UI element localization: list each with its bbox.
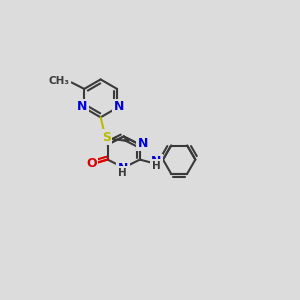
Text: N: N xyxy=(118,162,128,175)
Text: O: O xyxy=(86,157,97,169)
Text: N: N xyxy=(77,100,88,113)
Text: H: H xyxy=(118,168,127,178)
Text: N: N xyxy=(151,155,162,168)
Text: H: H xyxy=(152,161,161,171)
Text: S: S xyxy=(102,131,111,144)
Text: N: N xyxy=(137,137,148,150)
Text: N: N xyxy=(114,100,124,113)
Text: CH₃: CH₃ xyxy=(49,76,70,86)
